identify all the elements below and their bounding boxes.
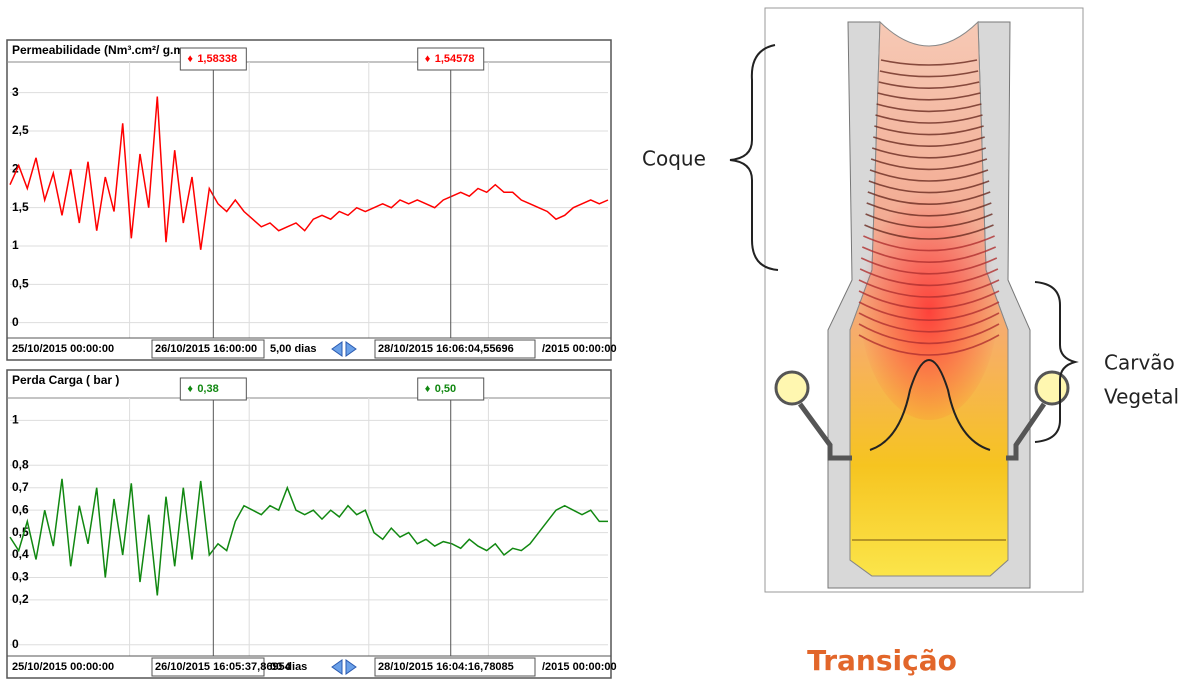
footer-text: 5,00 dias <box>270 343 316 355</box>
label-coque: Coque <box>642 147 706 171</box>
y-tick-label: 0,2 <box>12 592 29 606</box>
cursor-marker: ♦ <box>187 53 193 65</box>
label-carvao: Carvão <box>1104 351 1175 375</box>
cursor-value: 1,58338 <box>197 53 237 65</box>
trend-charts: Permeabilidade (Nm³.cm²/ g.m00,511,522,5… <box>7 40 617 678</box>
panel-title: Permeabilidade (Nm³.cm²/ g.m <box>12 43 184 57</box>
y-tick-label: 0,6 <box>12 502 29 516</box>
y-tick-label: 0,8 <box>12 457 29 471</box>
footer-text: /2015 00:00:00 <box>542 343 617 355</box>
y-tick-label: 2,5 <box>12 123 29 137</box>
footer-text: 25/10/2015 00:00:00 <box>12 661 114 673</box>
cursor-value: 0,38 <box>197 383 218 395</box>
footer-text: 26/10/2015 16:00:00 <box>155 343 257 355</box>
screen: Permeabilidade (Nm³.cm²/ g.m00,511,522,5… <box>0 0 1182 680</box>
cursor-value: 0,50 <box>435 383 456 395</box>
y-tick-label: 1,5 <box>12 200 29 214</box>
footer-text: 00 dias <box>270 661 307 673</box>
cursor-marker: ♦ <box>425 53 431 65</box>
tuyere-right <box>1036 372 1068 404</box>
y-tick-label: 0,7 <box>12 480 29 494</box>
cursor-marker: ♦ <box>425 383 431 395</box>
cursor-value: 1,54578 <box>435 53 475 65</box>
page: {"panels": [ {"title": "Permeabilidade (… <box>0 0 1182 680</box>
caption: Transição <box>807 644 957 677</box>
y-tick-label: 0 <box>12 315 19 329</box>
y-tick-label: 0 <box>12 637 19 651</box>
y-tick-label: 0,4 <box>12 547 29 561</box>
label-vegetal: Vegetal <box>1104 385 1179 409</box>
panel-frame <box>7 370 611 678</box>
cursor-marker: ♦ <box>187 383 193 395</box>
tuyere-left <box>776 372 808 404</box>
furnace-diagram: Coque Carvão Vegetal Transição <box>642 8 1179 677</box>
footer-text: 28/10/2015 16:06:04,55696 <box>378 343 514 355</box>
footer-text: 25/10/2015 00:00:00 <box>12 343 114 355</box>
footer-text: 28/10/2015 16:04:16,78085 <box>378 661 514 673</box>
y-tick-label: 0,5 <box>12 277 29 291</box>
footer-text: /2015 00:00:00 <box>542 661 617 673</box>
y-tick-label: 0,3 <box>12 570 29 584</box>
panel-title: Perda Carga ( bar ) <box>12 373 119 387</box>
y-tick-label: 1 <box>12 413 19 427</box>
y-tick-label: 1 <box>12 238 19 252</box>
y-tick-label: 3 <box>12 85 19 99</box>
